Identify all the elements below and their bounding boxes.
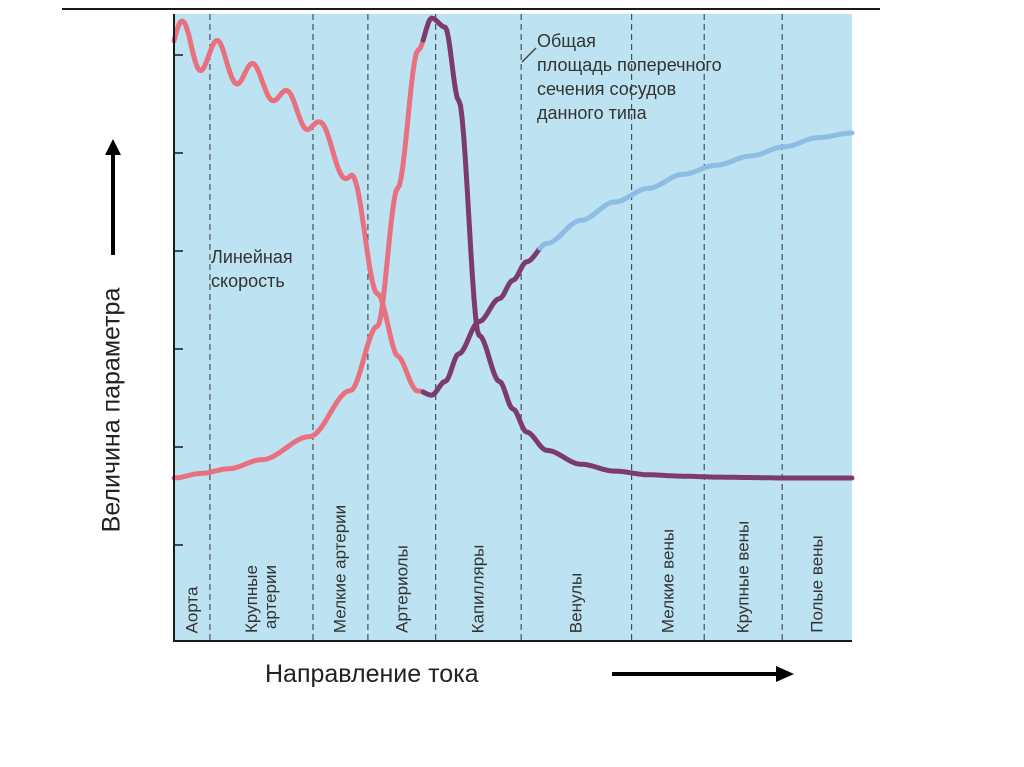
curves	[171, 15, 855, 481]
segment-label: Артериолы	[392, 545, 411, 633]
segment-label-line: Крупные	[242, 565, 262, 633]
segment-label-line: Крупные вены	[733, 520, 753, 633]
segment-label-line: артерии	[261, 565, 281, 630]
series-line	[171, 18, 426, 395]
segment-label-line: Венулы	[566, 572, 586, 634]
segment-label-line: Артериолы	[392, 545, 412, 633]
series-label-line: данного типа	[537, 103, 647, 123]
y-axis-label: Величина параметра	[97, 287, 126, 533]
segment-label: Крупные артерии	[242, 565, 280, 633]
series-line	[537, 443, 855, 481]
segment-dividers	[209, 14, 783, 641]
x-direction-arrowhead	[776, 666, 794, 682]
segment-label: Венулы	[567, 573, 586, 633]
cross-section-series-label: Общая площадь поперечного сечения сосудов д…	[537, 29, 722, 125]
series-label-line: Общая	[537, 31, 596, 51]
segment-label-line: Мелкие артерии	[330, 504, 350, 634]
segment-label: Крупные вены	[734, 520, 753, 633]
series-label-line: площадь поперечного	[537, 55, 722, 75]
x-axis-label: Направление тока	[265, 660, 479, 688]
series-label-line: скорость	[211, 271, 285, 291]
direction-arrows	[105, 139, 794, 682]
y-direction-arrowhead	[105, 139, 121, 155]
segment-label-line: Аорта	[182, 586, 202, 633]
segment-label: Аорта	[182, 586, 201, 633]
series-line	[420, 245, 543, 398]
area-annotation-leader	[521, 47, 537, 63]
segment-label-line: Мелкие вены	[658, 528, 678, 634]
series-label-line: Линейная	[211, 247, 293, 267]
segment-label: Полые вены	[808, 535, 827, 633]
top-rule	[62, 8, 880, 10]
segment-label: Мелкие вены	[658, 529, 677, 633]
segment-label-line: Капилляры	[468, 544, 488, 633]
series-line	[420, 15, 543, 449]
series-line	[171, 37, 426, 481]
velocity-series-label: Линейная скорость	[211, 245, 293, 293]
axes	[173, 14, 852, 642]
series-line	[537, 130, 855, 251]
segment-label-line: Полые вены	[807, 535, 827, 633]
plot-background	[174, 14, 852, 641]
segment-label: Капилляры	[469, 544, 488, 633]
series-label-line: сечения сосудов	[537, 79, 677, 99]
segment-label: Мелкие артерии	[331, 505, 350, 633]
